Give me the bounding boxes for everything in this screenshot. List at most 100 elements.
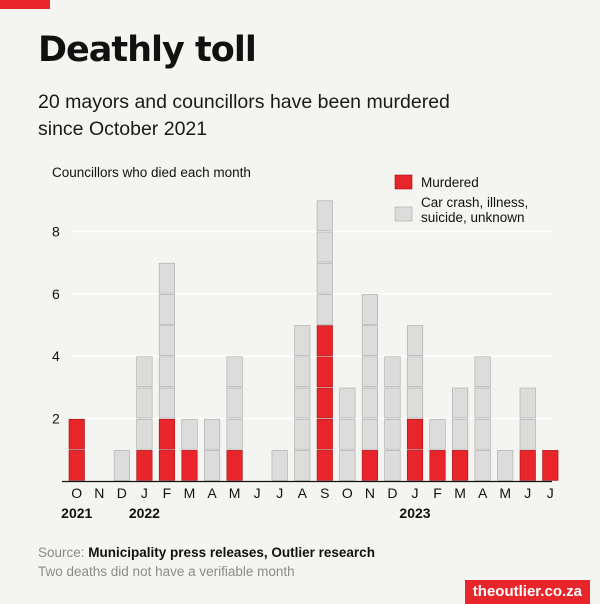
bar-block-other	[294, 450, 311, 481]
x-tick-label: J	[547, 485, 554, 501]
x-tick-label: O	[71, 485, 82, 501]
bar-block-other	[316, 294, 333, 325]
x-tick-label: S	[320, 485, 329, 501]
bar-block-other	[361, 387, 378, 419]
x-tick-label: J	[412, 485, 419, 501]
bar-block-other	[158, 262, 175, 294]
x-tick-label: N	[94, 485, 104, 501]
bar-block-other	[429, 418, 446, 450]
year-label: 2023	[399, 505, 430, 521]
bar-block-other	[384, 418, 401, 450]
bar-block-other	[406, 356, 424, 388]
source-label: Source:	[38, 545, 85, 560]
legend-label-murdered: Murdered	[421, 175, 479, 190]
bar-block-other	[204, 418, 221, 450]
bar-block-murdered	[316, 356, 333, 388]
bar-block-other	[361, 356, 378, 388]
bar-block-other	[294, 418, 311, 450]
bar-block-murdered	[68, 418, 85, 450]
bar-block-other	[271, 450, 288, 481]
source-text: Municipality press releases, Outlier res…	[88, 545, 375, 560]
x-tick-label: O	[342, 485, 353, 501]
bar-block-murdered	[316, 418, 333, 450]
x-tick-label: A	[478, 485, 488, 501]
bar-block-murdered	[68, 450, 85, 481]
bar-block-other	[294, 387, 311, 419]
bar-block-other	[204, 450, 221, 481]
bar-block-other	[339, 387, 356, 419]
bar-block-other	[384, 450, 401, 481]
bar-block-other	[361, 294, 378, 325]
bar-block-other	[361, 325, 378, 356]
bar-block-other	[406, 325, 424, 356]
y-tick-label: 8	[52, 223, 60, 239]
bar-block-murdered	[181, 450, 198, 481]
bar-block-other	[158, 325, 175, 356]
x-tick-label: A	[207, 485, 217, 501]
x-tick-label: M	[184, 485, 196, 501]
x-tick-label: F	[433, 485, 442, 501]
grid-lines	[72, 230, 552, 420]
x-tick-label: J	[276, 485, 283, 501]
bar-block-murdered	[158, 418, 175, 450]
year-label: 2021	[61, 505, 92, 521]
bar-block-other	[474, 450, 491, 481]
x-tick-label: J	[141, 485, 148, 501]
bar-block-other	[226, 387, 243, 419]
bar-block-murdered	[316, 387, 333, 419]
bar-block-other	[474, 387, 491, 419]
bar-block-other	[474, 356, 491, 388]
x-tick-label: M	[454, 485, 466, 501]
bar-block-other	[226, 356, 243, 388]
bars	[68, 200, 559, 481]
bar-block-other	[158, 387, 175, 419]
bar-block-other	[136, 418, 153, 450]
legend-swatch-murdered	[394, 174, 413, 190]
bar-block-other	[294, 356, 311, 388]
footnote: Two deaths did not have a verifiable mon…	[38, 564, 295, 579]
x-tick-label: J	[524, 485, 531, 501]
bar-block-murdered	[136, 450, 153, 481]
bar-block-murdered	[406, 418, 424, 450]
bar-block-other	[452, 387, 469, 419]
x-tick-label: N	[365, 485, 375, 501]
x-tick-label: M	[499, 485, 511, 501]
bar-block-other	[181, 418, 198, 450]
bar-block-other	[339, 418, 356, 450]
accent-bar	[0, 0, 50, 9]
bar-block-other	[136, 387, 153, 419]
bar-block-other	[158, 356, 175, 388]
bar-block-murdered	[519, 450, 536, 481]
bar-block-murdered	[542, 450, 559, 481]
bar-block-other	[384, 356, 401, 388]
y-tick-label: 4	[52, 348, 60, 364]
y-tick-label: 6	[52, 286, 60, 302]
bar-block-other	[519, 418, 536, 450]
x-tick-label: M	[229, 485, 241, 501]
x-tick-label: F	[163, 485, 172, 501]
bar-block-other	[226, 418, 243, 450]
bar-block-murdered	[452, 450, 469, 481]
bar-block-murdered	[158, 450, 175, 481]
brand-label[interactable]: theoutlier.co.za	[464, 580, 590, 604]
year-label: 2022	[129, 505, 160, 521]
legend-label-other: Car crash, illness, suicide, unknown	[421, 195, 532, 225]
bar-block-other	[316, 262, 333, 294]
page-title: Deathly toll	[38, 30, 257, 70]
bar-block-murdered	[226, 450, 243, 481]
y-axis-label: Councillors who died each month	[52, 165, 251, 180]
bar-block-murdered	[316, 450, 333, 481]
bar-block-other	[452, 418, 469, 450]
bar-block-other	[497, 450, 514, 481]
bar-block-other	[136, 356, 153, 388]
bar-block-other	[406, 387, 424, 419]
bar-block-murdered	[406, 450, 424, 481]
page-subtitle: 20 mayors and councillors have been murd…	[38, 91, 450, 140]
bar-block-other	[294, 325, 311, 356]
source-line: Source: Municipality press releases, Out…	[38, 545, 375, 560]
y-tick-label: 2	[52, 411, 60, 427]
bar-block-other	[474, 418, 491, 450]
bar-block-other	[339, 450, 356, 481]
